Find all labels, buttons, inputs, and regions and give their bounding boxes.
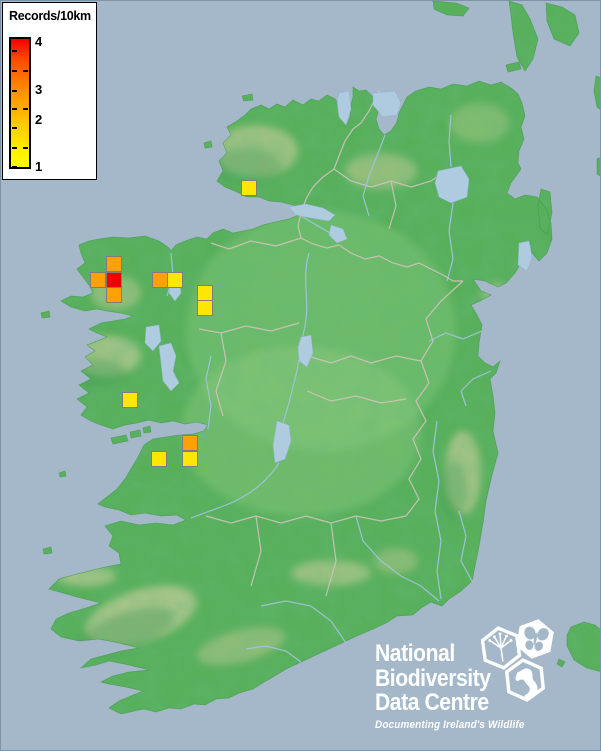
legend-tick bbox=[23, 108, 28, 110]
record-cell bbox=[106, 287, 122, 303]
logo-tagline: Documenting Ireland's Wildlife bbox=[375, 718, 525, 731]
record-cell bbox=[151, 451, 167, 467]
logo-line-1: National bbox=[375, 640, 455, 667]
legend-label-3: 3 bbox=[35, 82, 43, 97]
record-cell bbox=[122, 392, 138, 408]
nbdc-logo: National Biodiversity Data Centre Docume… bbox=[375, 640, 541, 731]
tree-hexagon-icon bbox=[481, 626, 522, 670]
record-cell bbox=[167, 272, 183, 288]
record-cell bbox=[152, 272, 168, 288]
record-cell bbox=[241, 180, 257, 196]
legend-tick bbox=[23, 70, 28, 72]
legend-tick bbox=[23, 147, 28, 149]
legend-label-4: 4 bbox=[35, 34, 43, 49]
legend-title: Records/10km bbox=[9, 9, 91, 23]
legend-tick bbox=[12, 90, 17, 92]
legend-tick bbox=[12, 50, 17, 52]
seahorse-hexagon-icon bbox=[504, 658, 546, 702]
legend-tick bbox=[12, 108, 17, 110]
legend-tick bbox=[12, 127, 17, 129]
record-cell bbox=[90, 272, 106, 288]
record-cell bbox=[197, 300, 213, 316]
logo-hexagons bbox=[481, 619, 554, 702]
county-borders bbox=[198, 90, 464, 597]
legend-tick bbox=[12, 166, 17, 168]
legend-gradient-bar bbox=[9, 37, 31, 169]
logo-line-2: Biodiversity bbox=[375, 664, 491, 692]
legend-label-1: 1 bbox=[35, 159, 43, 174]
record-cell bbox=[182, 435, 198, 451]
record-cell bbox=[106, 272, 122, 288]
legend-label-2: 2 bbox=[35, 112, 43, 127]
legend-tick bbox=[12, 70, 17, 72]
legend-tick bbox=[12, 147, 17, 149]
butterfly-hexagon-icon bbox=[516, 619, 554, 659]
legend-panel: Records/10km 4 3 2 1 bbox=[2, 2, 97, 180]
record-cell bbox=[182, 451, 198, 467]
record-cell bbox=[197, 285, 213, 301]
logo-line-3: Data Centre bbox=[375, 689, 489, 716]
record-cell bbox=[106, 256, 122, 272]
rivers bbox=[166, 114, 492, 663]
